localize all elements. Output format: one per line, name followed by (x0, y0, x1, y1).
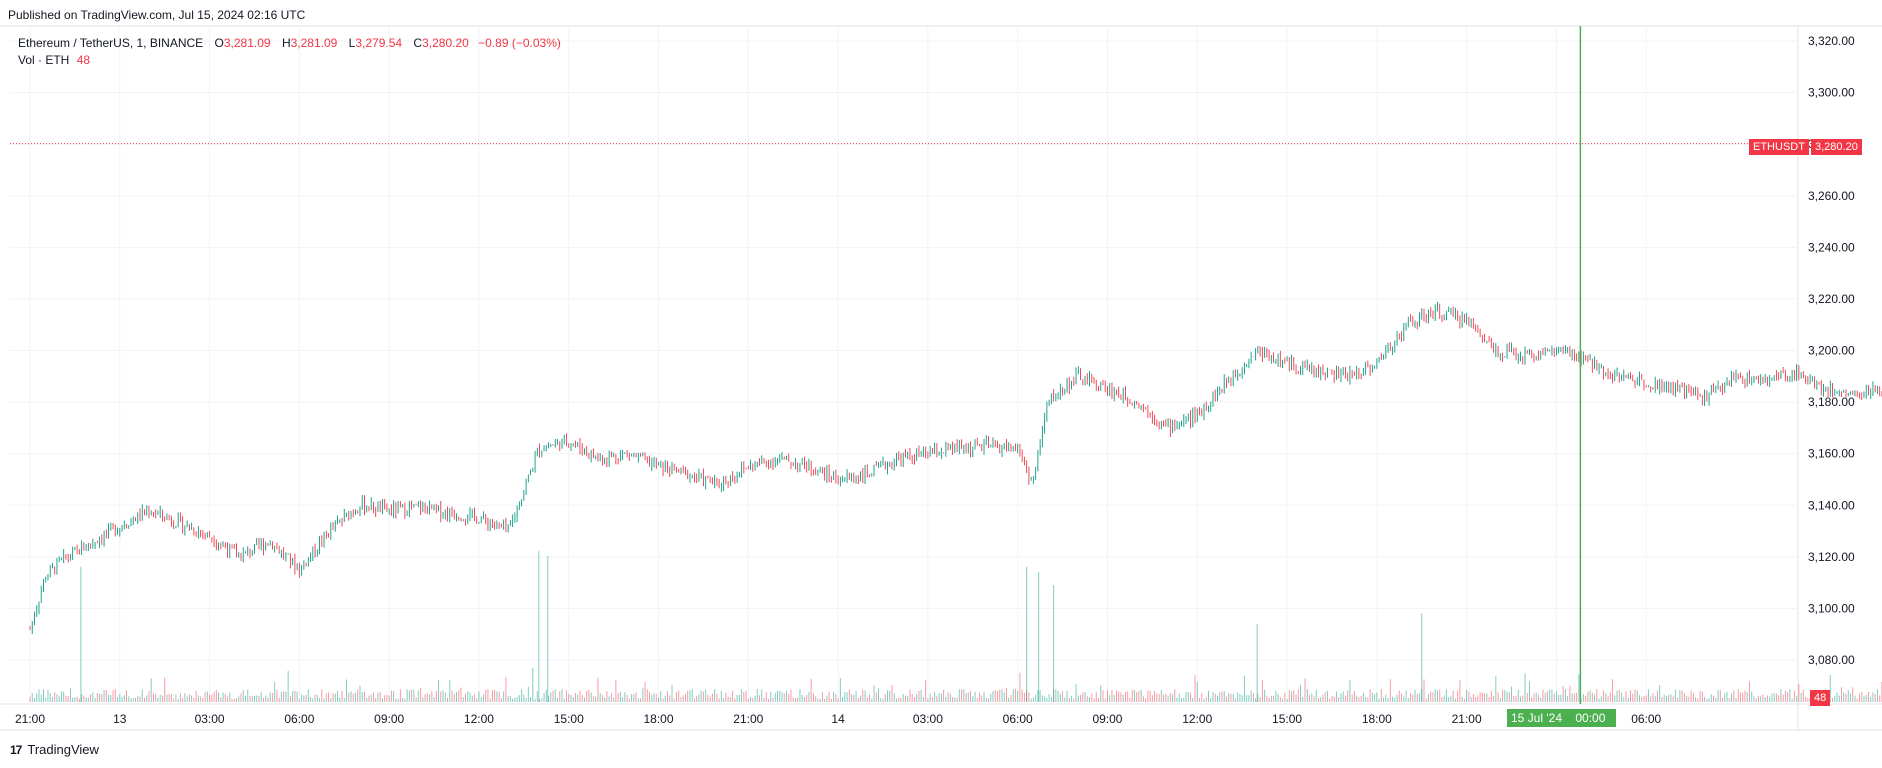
x-tick-label: 18:00 (1362, 712, 1392, 726)
high-value: 3,281.09 (290, 36, 338, 50)
crosshair-time: 00:00 (1575, 711, 1606, 725)
y-tick-label: 3,320.00 (1808, 34, 1855, 48)
tradingview-logo-icon[interactable]: 17 (10, 742, 22, 757)
x-tick-label: 06:00 (284, 712, 314, 726)
crosshair-date: 15 Jul '24 (1511, 711, 1562, 725)
symbol-price-tag: ETHUSDT (1749, 139, 1809, 155)
brand-name[interactable]: TradingView (27, 742, 99, 757)
x-tick-label: 18:00 (644, 712, 674, 726)
low-label: L (348, 36, 356, 50)
last-price-tag: 3,280.20 (1811, 139, 1862, 155)
x-tick-label: 21:00 (1452, 712, 1482, 726)
y-tick-label: 3,120.00 (1808, 550, 1855, 564)
close-label: C (413, 36, 423, 50)
y-tick-label: 3,240.00 (1808, 240, 1855, 254)
volume-label[interactable]: Vol · ETH (18, 53, 70, 67)
y-tick-label: 3,080.00 (1808, 653, 1855, 667)
volume-legend: Vol · ETH 48 (18, 52, 561, 69)
y-tick-label: 3,160.00 (1808, 447, 1855, 461)
x-tick-label: 12:00 (464, 712, 494, 726)
y-tick-label: 3,180.00 (1808, 395, 1855, 409)
y-tick-label: 3,220.00 (1808, 292, 1855, 306)
published-caption: Published on TradingView.com, Jul 15, 20… (8, 8, 306, 22)
x-tick-label: 13 (113, 712, 127, 726)
y-tick-label: 3,260.00 (1808, 189, 1855, 203)
footer: 17 TradingView (10, 742, 99, 757)
open-label: O (214, 36, 224, 50)
y-tick-label: 3,300.00 (1808, 86, 1855, 100)
low-value: 3,279.54 (355, 36, 403, 50)
x-tick-label: 06:00 (1631, 712, 1661, 726)
x-tick-label: 21:00 (733, 712, 763, 726)
y-tick-label: 3,100.00 (1808, 601, 1855, 615)
ohlc-legend: Ethereum / TetherUS, 1, BINANCE O3,281.0… (18, 35, 561, 52)
x-tick-label: 06:00 (1003, 712, 1033, 726)
x-tick-label: 15:00 (554, 712, 584, 726)
x-tick-label: 15:00 (1272, 712, 1302, 726)
crosshair-time-label: 15 Jul '24 00:00 (1507, 709, 1616, 727)
y-tick-label: 3,200.00 (1808, 344, 1855, 358)
symbol-name[interactable]: Ethereum / TetherUS, 1, BINANCE (18, 36, 204, 50)
volume-tag: 48 (1810, 690, 1831, 706)
x-tick-label: 09:00 (1092, 712, 1122, 726)
x-tick-label: 21:00 (15, 712, 45, 726)
x-tick-label: 09:00 (374, 712, 404, 726)
change-value: −0.89 (−0.03%) (478, 36, 561, 50)
y-tick-label: 3,140.00 (1808, 498, 1855, 512)
x-tick-label: 12:00 (1182, 712, 1212, 726)
x-tick-label: 03:00 (195, 712, 225, 726)
x-tick-label: 14 (831, 712, 845, 726)
volume-value: 48 (76, 53, 91, 67)
close-value: 3,280.20 (422, 36, 469, 50)
high-label: H (281, 36, 291, 50)
legend: Ethereum / TetherUS, 1, BINANCE O3,281.0… (18, 35, 561, 69)
x-tick-label: 03:00 (913, 712, 943, 726)
open-value: 3,281.09 (223, 36, 271, 50)
